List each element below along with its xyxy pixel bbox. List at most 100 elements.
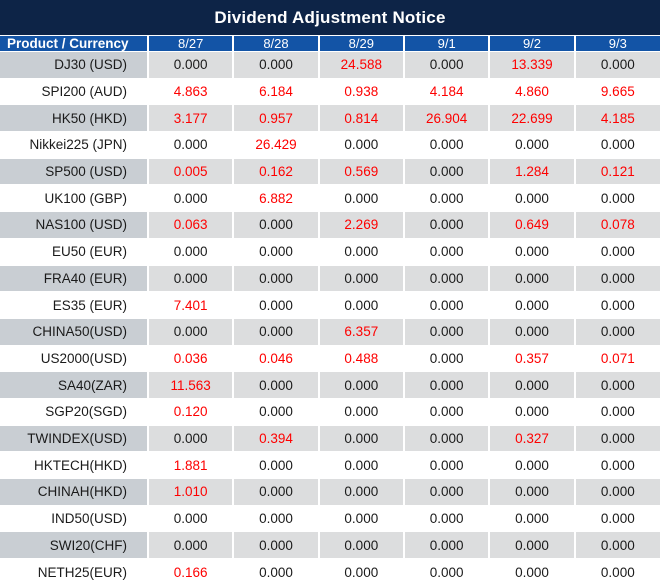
value-cell: 0.000	[233, 371, 320, 399]
value-cell: 0.120	[148, 398, 235, 426]
value-cell: 0.000	[489, 238, 576, 266]
value-cell: 4.184	[403, 78, 491, 106]
table-row: Nikkei225 (JPN) 0.000 26.429 0.000 0.000 0.00…	[0, 131, 660, 159]
value-cell: 0.000	[489, 318, 576, 346]
value-cell: 22.699	[489, 104, 576, 133]
value-cell: 13.339	[489, 51, 576, 79]
value-cell: 6.882	[233, 184, 320, 213]
value-cell: 0.000	[403, 291, 491, 319]
value-cell: 1.010	[148, 478, 235, 506]
table-row: SWI20(CHF) 0.000 0.000 0.000 0.000 0.000 0.000	[0, 531, 660, 560]
table-row: SGP20(SGD) 0.120 0.000 0.000 0.000 0.000 0.000	[0, 398, 660, 426]
value-cell: 0.000	[574, 451, 660, 479]
value-cell: 6.357	[318, 318, 405, 346]
value-cell: 0.000	[574, 558, 660, 586]
value-cell: 0.000	[148, 265, 235, 293]
table-row: DJ30 (USD) 0.000 0.000 24.588 0.000 13.339 0.0…	[0, 51, 660, 79]
value-cell: 0.000	[403, 318, 491, 346]
value-cell: 0.000	[574, 478, 660, 506]
value-cell: 0.000	[403, 211, 491, 239]
table-row: EU50 (EUR) 0.000 0.000 0.000 0.000 0.000 0.000	[0, 238, 660, 266]
value-cell: 0.121	[574, 158, 660, 186]
value-cell: 0.000	[574, 371, 660, 399]
value-cell: 0.357	[489, 345, 576, 373]
product-cell: US2000(USD)	[0, 345, 149, 373]
product-cell: CHINAH(HKD)	[0, 478, 149, 506]
value-cell: 0.000	[318, 238, 405, 266]
value-cell: 0.938	[318, 78, 405, 106]
product-cell: FRA40 (EUR)	[0, 265, 149, 293]
value-cell: 24.588	[318, 51, 405, 79]
column-header-date: 9/1	[403, 36, 491, 52]
value-cell: 0.000	[233, 558, 320, 586]
value-cell: 0.000	[318, 265, 405, 293]
value-cell: 0.000	[233, 398, 320, 426]
value-cell: 0.000	[403, 558, 491, 586]
value-cell: 0.000	[489, 265, 576, 293]
value-cell: 0.000	[403, 398, 491, 426]
value-cell: 0.166	[148, 558, 235, 586]
table-row: CHINAH(HKD) 1.010 0.000 0.000 0.000 0.000 0.00…	[0, 478, 660, 506]
value-cell: 0.000	[148, 425, 235, 453]
column-header-product: Product / Currency	[0, 36, 149, 52]
value-cell: 0.394	[233, 425, 320, 453]
value-cell: 4.185	[574, 104, 660, 133]
product-cell: NETH25(EUR)	[0, 558, 149, 586]
value-cell: 0.000	[574, 398, 660, 426]
dividend-table: Product / Currency 8/27 8/28 8/29 9/1 9/2 9/3…	[0, 36, 660, 586]
value-cell: 0.000	[233, 238, 320, 266]
value-cell: 4.863	[148, 78, 235, 106]
value-cell: 0.000	[233, 318, 320, 346]
product-cell: SWI20(CHF)	[0, 531, 149, 560]
column-header-date: 8/29	[318, 36, 405, 52]
value-cell: 4.860	[489, 78, 576, 106]
notice-title: Dividend Adjustment Notice	[0, 0, 660, 36]
value-cell: 0.957	[233, 104, 320, 133]
value-cell: 0.000	[318, 131, 405, 159]
value-cell: 0.000	[489, 131, 576, 159]
value-cell: 0.000	[403, 371, 491, 399]
value-cell: 0.000	[403, 505, 491, 533]
value-cell: 0.000	[318, 478, 405, 506]
value-cell: 9.665	[574, 78, 660, 106]
value-cell: 0.000	[489, 451, 576, 479]
value-cell: 0.000	[318, 531, 405, 560]
value-cell: 0.000	[403, 425, 491, 453]
value-cell: 0.000	[574, 531, 660, 560]
value-cell: 0.000	[233, 211, 320, 239]
value-cell: 0.000	[233, 265, 320, 293]
product-cell: DJ30 (USD)	[0, 51, 149, 79]
value-cell: 0.000	[148, 184, 235, 213]
table-row: SA40(ZAR) 11.563 0.000 0.000 0.000 0.000 0.000	[0, 371, 660, 399]
column-header-date: 8/28	[233, 36, 320, 52]
value-cell: 0.000	[489, 478, 576, 506]
value-cell: 0.000	[403, 531, 491, 560]
table-row: US2000(USD) 0.036 0.046 0.488 0.000 0.357 0.07…	[0, 345, 660, 373]
value-cell: 0.000	[233, 531, 320, 560]
value-cell: 0.000	[148, 131, 235, 159]
value-cell: 0.000	[148, 238, 235, 266]
value-cell: 0.000	[233, 51, 320, 79]
product-cell: SP500 (USD)	[0, 158, 149, 186]
value-cell: 0.000	[489, 398, 576, 426]
value-cell: 0.000	[574, 184, 660, 213]
value-cell: 0.488	[318, 345, 405, 373]
value-cell: 1.881	[148, 451, 235, 479]
product-cell: HKTECH(HKD)	[0, 451, 149, 479]
value-cell: 0.063	[148, 211, 235, 239]
value-cell: 0.000	[574, 238, 660, 266]
value-cell: 0.000	[489, 291, 576, 319]
table-row: NAS100 (USD) 0.063 0.000 2.269 0.000 0.649 0.0…	[0, 211, 660, 239]
value-cell: 7.401	[148, 291, 235, 319]
value-cell: 26.904	[403, 104, 491, 133]
value-cell: 0.000	[233, 505, 320, 533]
table-row: HKTECH(HKD) 1.881 0.000 0.000 0.000 0.000 0.00…	[0, 451, 660, 479]
product-cell: ES35 (EUR)	[0, 291, 149, 319]
value-cell: 0.078	[574, 211, 660, 239]
value-cell: 0.000	[148, 505, 235, 533]
value-cell: 0.000	[403, 184, 491, 213]
value-cell: 0.071	[574, 345, 660, 373]
table-row: NETH25(EUR) 0.166 0.000 0.000 0.000 0.000 0.00…	[0, 558, 660, 586]
value-cell: 0.000	[489, 505, 576, 533]
